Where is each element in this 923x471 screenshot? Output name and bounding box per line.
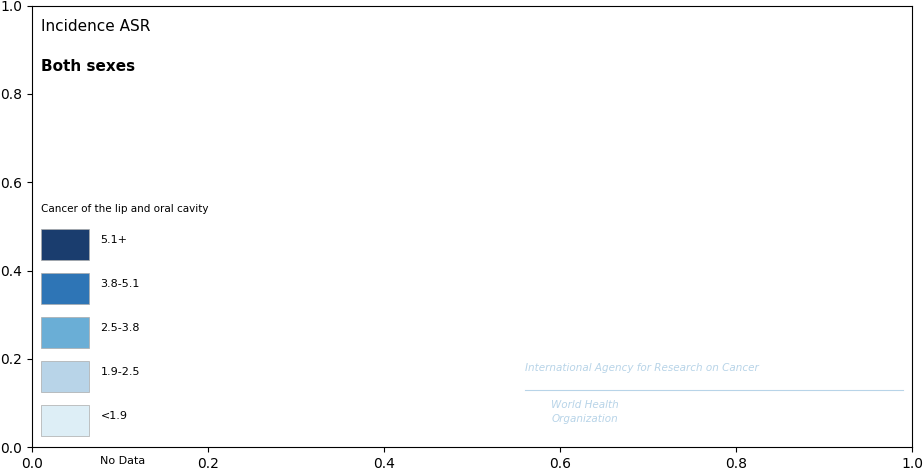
Text: <1.9: <1.9 <box>101 411 127 422</box>
Text: World Health
Organization: World Health Organization <box>551 400 618 423</box>
Text: 3.8-5.1: 3.8-5.1 <box>101 279 139 289</box>
Text: 5.1+: 5.1+ <box>101 235 127 244</box>
Text: Incidence ASR: Incidence ASR <box>41 19 150 34</box>
Text: 2.5-3.8: 2.5-3.8 <box>101 323 140 333</box>
FancyBboxPatch shape <box>41 449 89 471</box>
FancyBboxPatch shape <box>41 361 89 392</box>
Text: No Data: No Data <box>101 455 146 465</box>
Text: 1.9-2.5: 1.9-2.5 <box>101 367 140 377</box>
Text: Cancer of the lip and oral cavity: Cancer of the lip and oral cavity <box>41 204 208 214</box>
FancyBboxPatch shape <box>41 228 89 260</box>
FancyBboxPatch shape <box>41 317 89 348</box>
Text: Both sexes: Both sexes <box>41 58 135 73</box>
FancyBboxPatch shape <box>41 273 89 304</box>
FancyBboxPatch shape <box>41 406 89 436</box>
Text: International Agency for Research on Cancer: International Agency for Research on Can… <box>524 363 759 373</box>
